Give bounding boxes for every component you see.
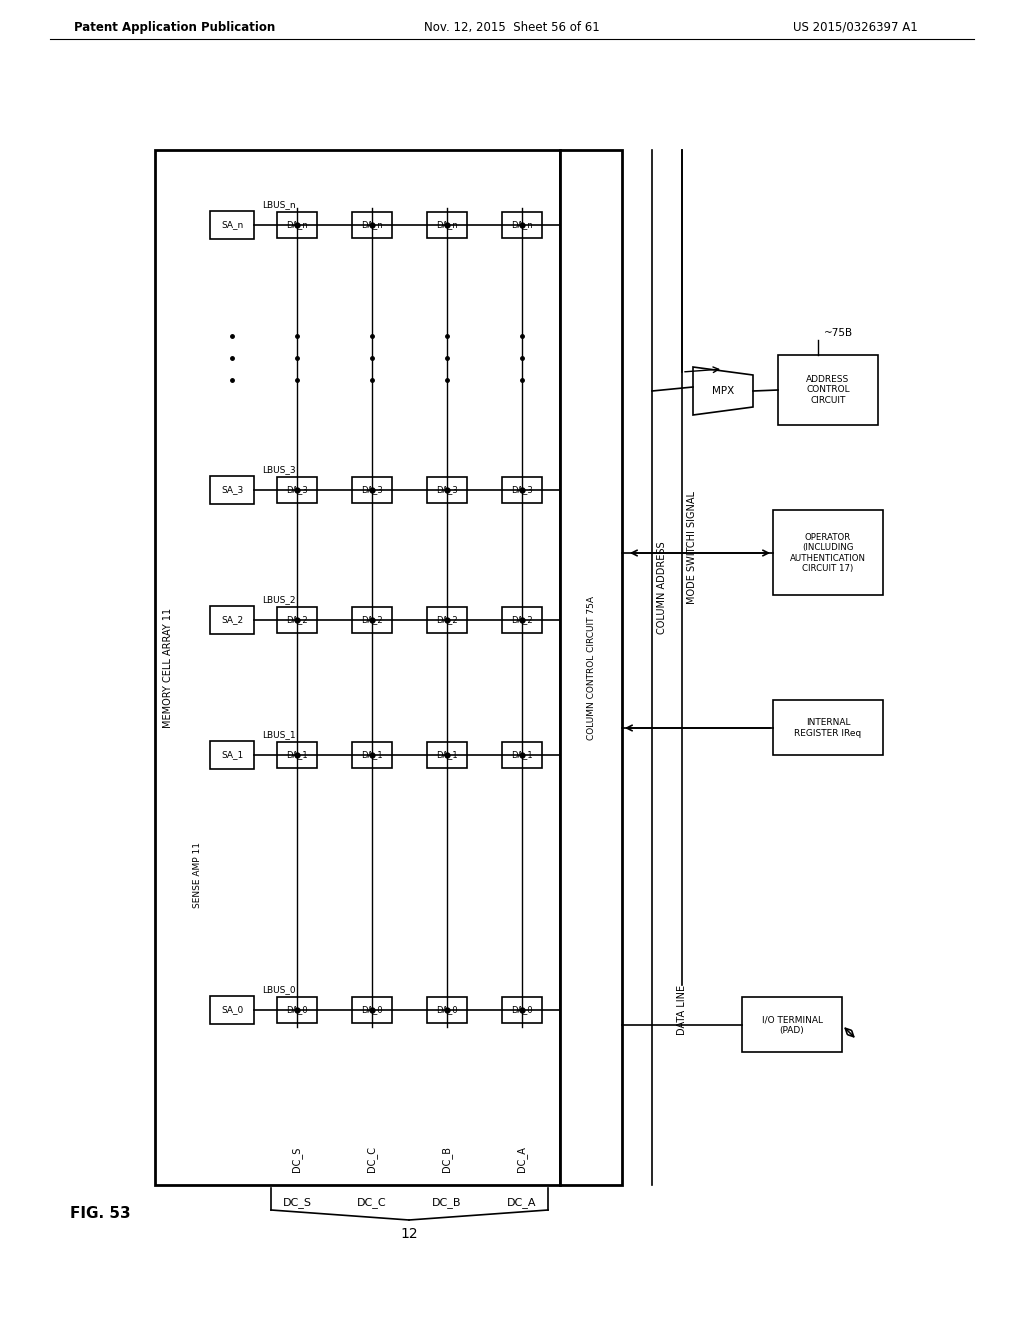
Text: DA_0: DA_0 [361,1006,383,1015]
Bar [352,607,392,634]
Text: DA_n: DA_n [361,220,383,230]
Text: SA_1: SA_1 [221,751,243,759]
Text: DA_3: DA_3 [511,486,532,495]
Bar [502,477,542,503]
Bar [773,700,883,755]
Bar [352,997,392,1023]
Polygon shape [693,367,753,414]
Text: SENSE AMP 11: SENSE AMP 11 [193,842,202,908]
Bar [494,153,550,1181]
Bar [210,997,254,1024]
Text: DC_A: DC_A [507,1197,537,1208]
Text: I/O TERMINAL
(PAD): I/O TERMINAL (PAD) [762,1015,822,1035]
Bar [502,607,542,634]
Text: 12: 12 [400,1228,418,1241]
Text: DA_0: DA_0 [286,1006,308,1015]
Text: SA_3: SA_3 [221,486,243,495]
Bar [278,742,317,768]
Text: DA_2: DA_2 [286,615,308,624]
Text: MODE SWITCHI SIGNAL: MODE SWITCHI SIGNAL [687,491,697,605]
Bar [419,153,475,1181]
Bar [210,741,254,770]
Bar [778,355,878,425]
Text: DA_0: DA_0 [436,1006,458,1015]
Bar [427,213,467,238]
Text: FIG. 53: FIG. 53 [70,1205,130,1221]
Bar [210,211,254,239]
Bar [352,742,392,768]
Text: Nov. 12, 2015  Sheet 56 of 61: Nov. 12, 2015 Sheet 56 of 61 [424,21,600,33]
Text: DA_n: DA_n [436,220,458,230]
Bar [278,997,317,1023]
Text: DATA LINE: DATA LINE [677,985,687,1035]
Text: DA_2: DA_2 [436,615,458,624]
Text: DA_1: DA_1 [286,751,308,759]
Bar [427,997,467,1023]
Text: ~75B: ~75B [823,327,853,338]
Text: LBUS_1: LBUS_1 [262,730,296,739]
Text: DA_n: DA_n [286,220,308,230]
Bar [427,742,467,768]
Text: DA_3: DA_3 [436,486,458,495]
Text: MPX: MPX [712,385,734,396]
Text: DA_1: DA_1 [511,751,532,759]
Text: DA_2: DA_2 [511,615,532,624]
Text: DA_2: DA_2 [361,615,383,624]
Bar [773,510,883,595]
Bar [344,153,400,1181]
Text: DC_C: DC_C [357,1197,387,1208]
Text: LBUS_0: LBUS_0 [262,986,296,994]
Bar [502,213,542,238]
Text: DC_S: DC_S [283,1197,311,1208]
Text: DC_B: DC_B [432,1197,462,1208]
Text: DA_3: DA_3 [286,486,308,495]
Text: COLUMN CONTROL CIRCUIT 75A: COLUMN CONTROL CIRCUIT 75A [587,597,596,741]
Text: SA_2: SA_2 [221,615,243,624]
Text: SA_0: SA_0 [221,1006,243,1015]
Bar [155,150,560,1185]
Text: INTERNAL
REGISTER IReq: INTERNAL REGISTER IReq [795,718,861,738]
Bar [278,213,317,238]
Bar [427,477,467,503]
Text: DC_S: DC_S [292,1147,302,1172]
Text: DA_n: DA_n [511,220,532,230]
Text: SA_n: SA_n [221,220,243,230]
Text: LBUS_3: LBUS_3 [262,466,296,474]
Text: DC_C: DC_C [367,1146,378,1172]
Bar [560,150,622,1185]
Text: COLUMN ADDRESS: COLUMN ADDRESS [657,541,667,635]
Text: DC_A: DC_A [516,1146,527,1172]
Bar [210,477,254,504]
Text: LBUS_2: LBUS_2 [262,595,296,605]
Bar [742,997,842,1052]
Text: US 2015/0326397 A1: US 2015/0326397 A1 [793,21,918,33]
Text: MEMORY CELL ARRAY 11: MEMORY CELL ARRAY 11 [163,609,173,729]
Bar [210,606,254,634]
Bar [352,477,392,503]
Text: LBUS_n: LBUS_n [262,201,296,210]
Text: DA_3: DA_3 [361,486,383,495]
Text: DA_1: DA_1 [361,751,383,759]
Text: DA_1: DA_1 [436,751,458,759]
Text: Patent Application Publication: Patent Application Publication [75,21,275,33]
Bar [269,153,325,1181]
Text: DA_0: DA_0 [511,1006,532,1015]
Text: ADDRESS
CONTROL
CIRCUIT: ADDRESS CONTROL CIRCUIT [806,375,850,405]
Bar [278,477,317,503]
Text: OPERATOR
(INCLUDING
AUTHENTICATION
CIRCUIT 17): OPERATOR (INCLUDING AUTHENTICATION CIRCU… [790,533,866,573]
Bar [502,742,542,768]
Bar [352,213,392,238]
Bar [278,607,317,634]
Text: DC_B: DC_B [441,1146,453,1172]
Bar [427,607,467,634]
Bar [502,997,542,1023]
